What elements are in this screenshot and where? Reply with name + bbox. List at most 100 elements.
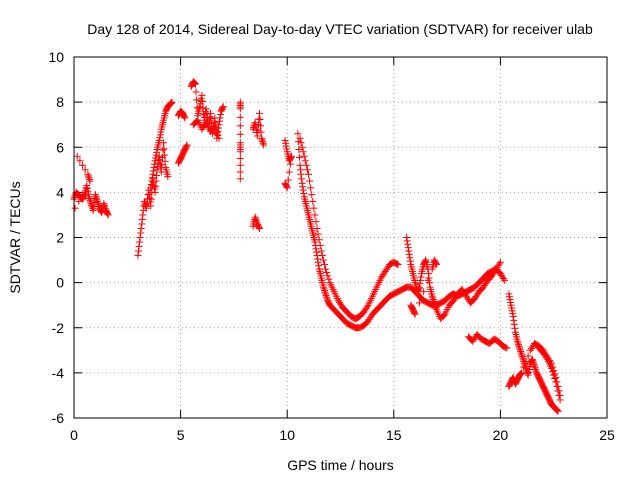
- data-point: [216, 114, 224, 122]
- data-point: [323, 293, 331, 301]
- data-point: [86, 196, 94, 204]
- data-point: [314, 258, 322, 266]
- data-point: [76, 157, 84, 165]
- data-point: [319, 283, 327, 291]
- data-point: [294, 130, 302, 138]
- data-point: [519, 354, 527, 362]
- data-point: [432, 261, 440, 269]
- data-point: [104, 210, 112, 218]
- data-point: [206, 109, 214, 117]
- data-point: [282, 180, 290, 188]
- data-point: [516, 371, 524, 379]
- y-tick-label: 6: [56, 139, 64, 155]
- data-point: [88, 203, 96, 211]
- data-point: [257, 128, 265, 136]
- data-point: [258, 136, 266, 144]
- data-point: [509, 312, 517, 320]
- data-point: [394, 261, 402, 269]
- x-tick-label: 15: [386, 427, 402, 443]
- data-point: [313, 248, 321, 256]
- data-point: [219, 103, 227, 111]
- data-point: [415, 299, 423, 307]
- data-point: [316, 241, 324, 249]
- data-point: [199, 104, 207, 112]
- plot-frame: [73, 56, 608, 419]
- y-axis-title: SDTVAR / TECUs: [7, 181, 23, 293]
- data-point: [71, 204, 79, 212]
- data-point: [429, 294, 437, 302]
- data-point: [306, 177, 314, 185]
- data-point: [252, 125, 260, 133]
- data-point: [236, 168, 244, 176]
- data-point: [141, 201, 149, 209]
- data-point: [182, 142, 190, 150]
- data-point: [524, 369, 532, 377]
- data-point: [137, 224, 145, 232]
- data-point: [295, 153, 303, 161]
- data-point: [202, 105, 210, 113]
- data-point: [405, 247, 413, 255]
- data-point: [155, 156, 163, 164]
- data-point: [252, 215, 260, 223]
- data-point: [503, 344, 511, 352]
- data-point: [168, 98, 176, 106]
- data-point: [510, 320, 518, 328]
- y-tick-label: -2: [52, 320, 65, 336]
- data-point: [516, 344, 524, 352]
- x-tick-label: 5: [177, 427, 185, 443]
- data-point: [198, 91, 206, 99]
- data-point: [160, 145, 168, 153]
- data-point: [158, 161, 166, 169]
- data-point: [91, 191, 99, 199]
- data-point: [161, 151, 169, 159]
- data-point: [320, 285, 328, 293]
- data-point: [321, 287, 329, 295]
- data-point: [142, 204, 150, 212]
- data-point: [405, 250, 413, 258]
- data-point: [297, 139, 305, 147]
- data-point: [321, 261, 329, 269]
- data-point: [312, 218, 320, 226]
- data-point: [167, 99, 175, 107]
- data-point: [104, 211, 112, 219]
- data-point: [86, 177, 94, 185]
- data-point: [417, 273, 425, 281]
- data-point: [515, 341, 523, 349]
- data-point: [80, 192, 88, 200]
- data-point: [406, 254, 414, 262]
- data-point: [553, 407, 561, 415]
- data-point: [500, 275, 508, 283]
- data-point: [95, 201, 103, 209]
- data-point: [135, 243, 143, 251]
- data-point: [149, 167, 157, 175]
- data-point: [302, 161, 310, 169]
- data-point: [496, 258, 504, 266]
- y-tick-label: 2: [56, 230, 64, 246]
- data-point: [82, 184, 90, 192]
- y-tick-label: 4: [56, 184, 64, 200]
- data-point: [516, 346, 524, 354]
- data-point: [502, 343, 510, 351]
- data-point: [312, 245, 320, 253]
- data-point: [81, 166, 89, 174]
- data-point: [192, 88, 200, 96]
- data-point: [85, 175, 93, 183]
- data-point: [324, 272, 332, 280]
- data-point: [317, 247, 325, 255]
- data-point: [528, 355, 536, 363]
- data-point: [216, 117, 224, 125]
- data-point: [152, 183, 160, 191]
- data-point: [219, 104, 227, 112]
- data-point: [531, 364, 539, 372]
- data-point: [513, 337, 521, 345]
- data-point: [236, 175, 244, 183]
- data-point: [299, 148, 307, 156]
- data-point: [514, 339, 522, 347]
- data-point: [143, 200, 151, 208]
- data-point: [148, 177, 156, 185]
- data-point: [252, 217, 260, 225]
- data-point: [305, 170, 313, 178]
- data-point: [431, 301, 439, 309]
- data-point: [149, 170, 157, 178]
- data-point: [71, 193, 79, 201]
